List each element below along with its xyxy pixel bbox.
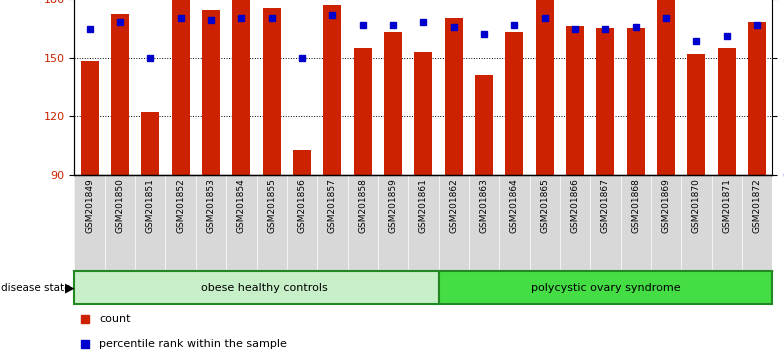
Text: GSM201855: GSM201855 <box>267 178 276 233</box>
Text: GSM201850: GSM201850 <box>115 178 125 233</box>
Text: count: count <box>99 314 130 324</box>
Bar <box>657 0 675 175</box>
Text: GSM201852: GSM201852 <box>176 178 185 233</box>
Text: obese healthy controls: obese healthy controls <box>201 282 328 293</box>
Text: GSM201867: GSM201867 <box>601 178 610 233</box>
Bar <box>202 11 220 175</box>
Bar <box>505 32 524 175</box>
Text: GSM201869: GSM201869 <box>662 178 670 233</box>
Text: GSM201859: GSM201859 <box>389 178 397 233</box>
Text: disease state: disease state <box>1 282 71 293</box>
Bar <box>74 271 438 304</box>
Text: GSM201864: GSM201864 <box>510 178 519 233</box>
Bar <box>263 8 281 175</box>
Text: GSM201851: GSM201851 <box>146 178 154 233</box>
Text: polycystic ovary syndrome: polycystic ovary syndrome <box>531 282 681 293</box>
Text: GSM201853: GSM201853 <box>206 178 216 233</box>
Text: GSM201862: GSM201862 <box>449 178 458 233</box>
Text: percentile rank within the sample: percentile rank within the sample <box>99 339 287 349</box>
Text: GSM201863: GSM201863 <box>480 178 488 233</box>
Text: GSM201856: GSM201856 <box>297 178 307 233</box>
Text: GSM201861: GSM201861 <box>419 178 428 233</box>
Text: GSM201868: GSM201868 <box>631 178 641 233</box>
Bar <box>445 18 463 175</box>
Text: GSM201849: GSM201849 <box>85 178 94 233</box>
Text: GSM201872: GSM201872 <box>753 178 761 233</box>
Bar <box>597 28 615 175</box>
Text: ▶: ▶ <box>65 281 74 294</box>
Bar <box>414 52 433 175</box>
Bar <box>141 113 159 175</box>
Text: GSM201857: GSM201857 <box>328 178 337 233</box>
Bar <box>111 15 129 175</box>
Bar <box>81 62 99 175</box>
Bar <box>438 271 772 304</box>
Text: GSM201871: GSM201871 <box>722 178 731 233</box>
Text: GSM201858: GSM201858 <box>358 178 367 233</box>
Bar <box>354 48 372 175</box>
Text: GSM201865: GSM201865 <box>540 178 550 233</box>
Bar <box>323 5 342 175</box>
Text: GSM201866: GSM201866 <box>571 178 579 233</box>
Bar <box>626 28 644 175</box>
Bar <box>232 0 250 175</box>
Bar <box>748 22 766 175</box>
Bar <box>566 26 584 175</box>
Text: GSM201870: GSM201870 <box>692 178 701 233</box>
Bar <box>384 32 402 175</box>
Bar <box>475 75 493 175</box>
Bar <box>293 150 311 175</box>
Bar <box>688 53 706 175</box>
Text: GSM201854: GSM201854 <box>237 178 246 233</box>
Bar <box>535 0 554 175</box>
Bar <box>717 48 736 175</box>
Bar <box>172 0 190 175</box>
